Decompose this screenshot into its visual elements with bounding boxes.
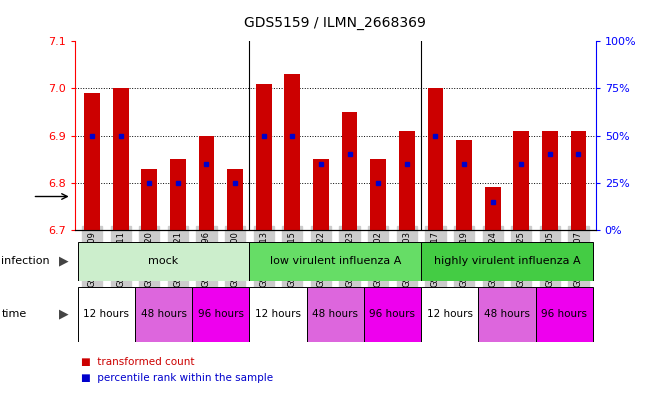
Bar [478,287,536,342]
Text: low virulent influenza A: low virulent influenza A [270,256,401,266]
Bar [77,242,249,281]
Bar [84,93,100,230]
Text: 48 hours: 48 hours [484,309,530,320]
Bar [170,159,186,230]
Text: 96 hours: 96 hours [541,309,587,320]
Bar [249,242,421,281]
Bar [536,287,593,342]
Text: mock: mock [148,256,178,266]
Text: GDS5159 / ILMN_2668369: GDS5159 / ILMN_2668369 [244,16,426,30]
Bar [77,287,135,342]
Bar [249,287,307,342]
Text: ▶: ▶ [59,255,68,268]
Bar [456,140,472,230]
Text: 48 hours: 48 hours [312,309,358,320]
Bar [135,287,192,342]
Bar [307,287,364,342]
Bar [342,112,357,230]
Text: ■  percentile rank within the sample: ■ percentile rank within the sample [81,373,273,383]
Bar [571,131,587,230]
Bar [399,131,415,230]
Bar [370,159,386,230]
Text: 48 hours: 48 hours [141,309,187,320]
Bar [313,159,329,230]
Bar [421,287,478,342]
Bar [421,242,593,281]
Bar [113,88,128,230]
Text: 12 hours: 12 hours [255,309,301,320]
Text: ■  transformed count: ■ transformed count [81,358,195,367]
Bar [364,287,421,342]
Text: highly virulent influenza A: highly virulent influenza A [434,256,580,266]
Bar [192,287,249,342]
Bar [514,131,529,230]
Bar [542,131,558,230]
Text: infection: infection [1,256,50,266]
Bar [141,169,157,230]
Bar [485,187,501,230]
Bar [284,74,300,230]
Bar [428,88,443,230]
Text: 96 hours: 96 hours [370,309,415,320]
Bar [199,136,214,230]
Text: time: time [1,309,27,320]
Bar [256,84,271,230]
Text: ▶: ▶ [59,308,68,321]
Text: 12 hours: 12 hours [83,309,130,320]
Bar [227,169,243,230]
Text: 96 hours: 96 hours [198,309,244,320]
Text: 12 hours: 12 hours [426,309,473,320]
